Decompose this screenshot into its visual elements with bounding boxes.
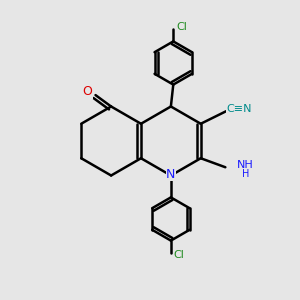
Text: NH: NH bbox=[237, 160, 254, 170]
Text: H: H bbox=[242, 169, 250, 179]
Text: O: O bbox=[82, 85, 92, 98]
Text: C≡N: C≡N bbox=[226, 104, 252, 114]
Text: Cl: Cl bbox=[176, 22, 187, 32]
Text: Cl: Cl bbox=[174, 250, 185, 260]
Text: N: N bbox=[166, 167, 176, 181]
